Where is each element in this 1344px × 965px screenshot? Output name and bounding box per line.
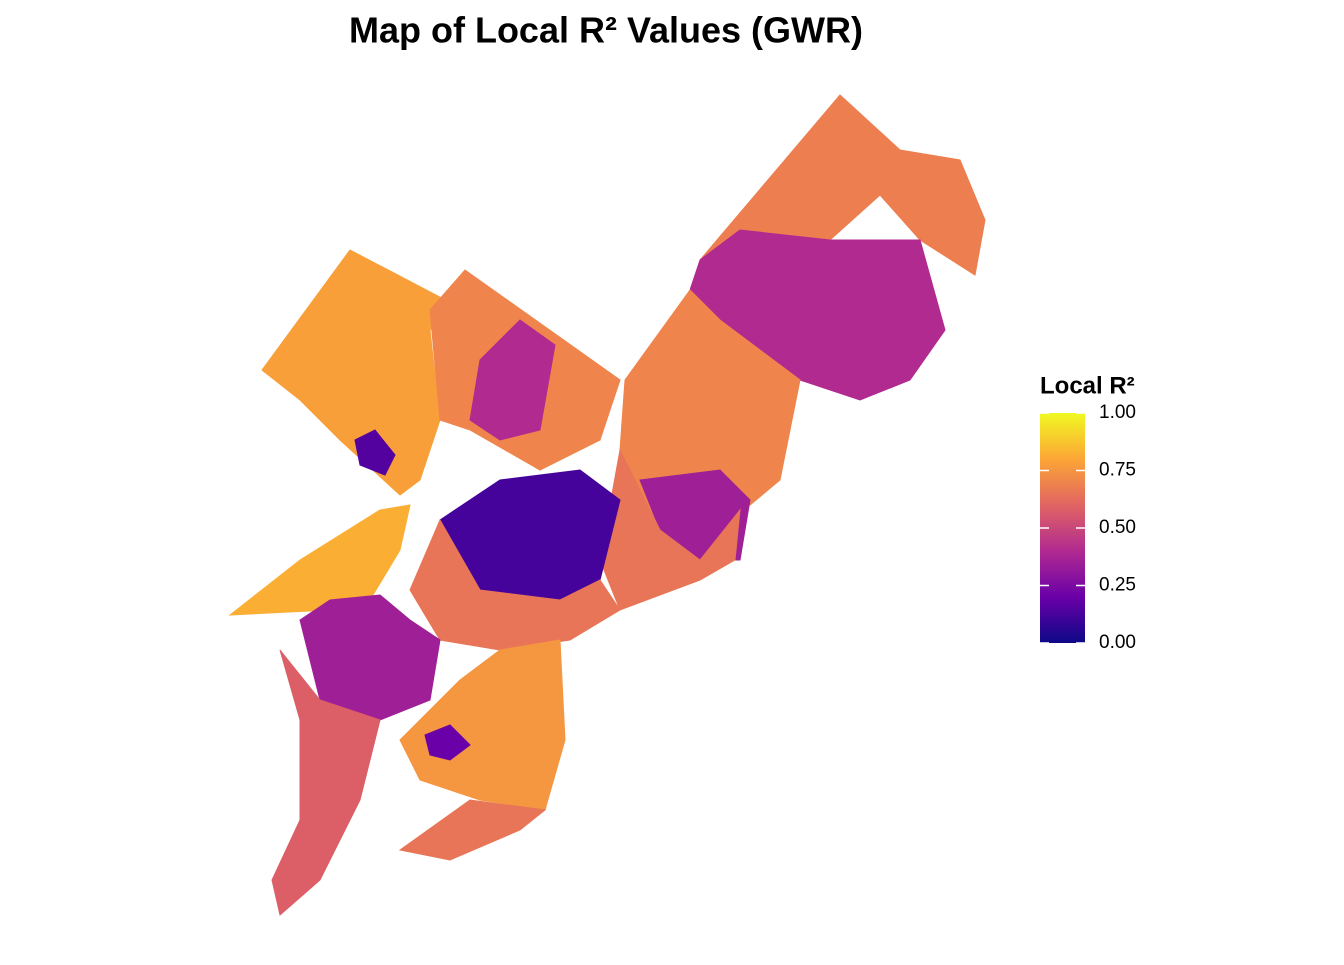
region xyxy=(409,518,621,651)
legend-tick-label: 0.25 xyxy=(1099,575,1136,596)
region xyxy=(399,639,566,811)
region xyxy=(469,319,556,441)
legend-tick-label: 0.50 xyxy=(1099,517,1136,538)
legend-tick-label: 0.00 xyxy=(1099,632,1136,653)
region xyxy=(261,249,456,496)
legend-tick-label: 1.00 xyxy=(1099,402,1136,423)
region xyxy=(424,724,471,761)
legend-title: Local R² xyxy=(1040,372,1135,399)
region xyxy=(354,429,396,476)
region xyxy=(398,799,547,861)
region xyxy=(271,649,381,916)
legend-tick-label: 0.75 xyxy=(1099,460,1136,481)
region xyxy=(599,448,741,611)
map-title: Map of Local R² Values (GWR) xyxy=(349,10,863,51)
